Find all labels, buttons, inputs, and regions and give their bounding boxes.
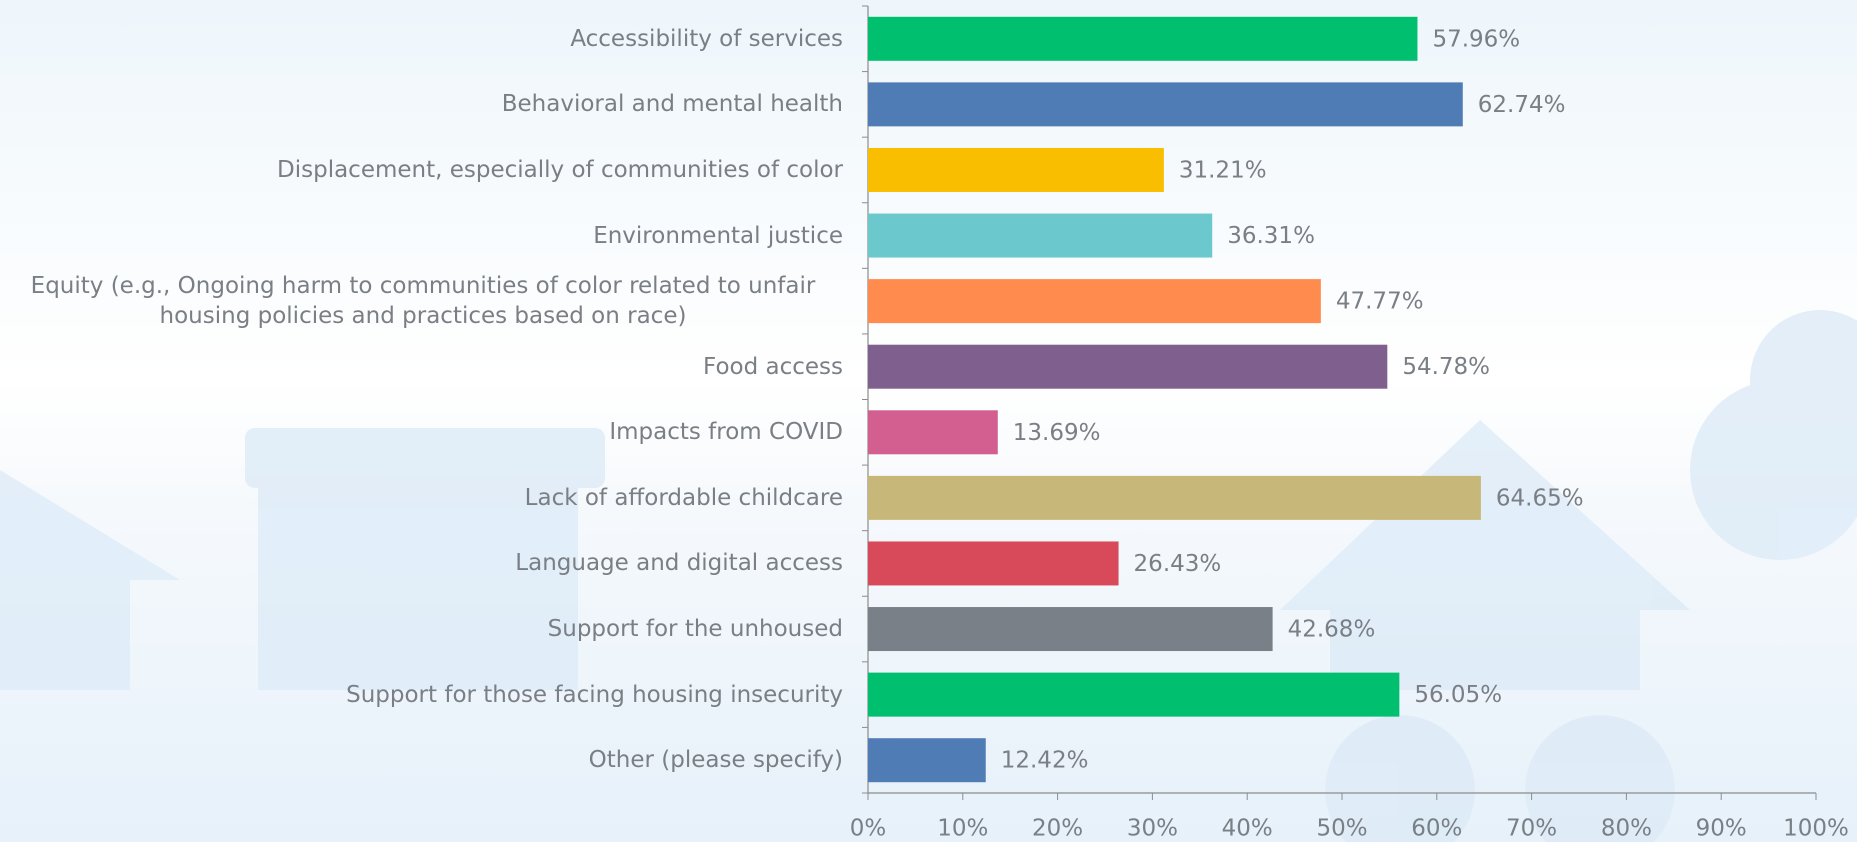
value-label: 42.68% xyxy=(1288,617,1376,643)
x-tick-label: 50% xyxy=(1316,816,1367,842)
bar xyxy=(868,82,1463,126)
category-label: Other (please specify) xyxy=(589,745,843,775)
category-label: Equity (e.g., Ongoing harm to communitie… xyxy=(3,271,843,331)
category-label: Impacts from COVID xyxy=(609,417,843,447)
bar xyxy=(868,476,1481,520)
x-tick-label: 70% xyxy=(1506,816,1557,842)
chart: 0% 10% 20% 30% 40% 50% 60% 70% 80% 90% 100% 57.96% 6… xyxy=(0,0,1857,842)
bar xyxy=(868,214,1212,258)
x-tick-label: 80% xyxy=(1601,816,1652,842)
x-tick-label: 0% xyxy=(850,816,887,842)
category-label: Displacement, especially of communities … xyxy=(277,155,843,185)
category-label: Behavioral and mental health xyxy=(502,89,843,119)
value-label: 56.05% xyxy=(1414,682,1502,708)
value-label: 26.43% xyxy=(1134,551,1222,577)
bar xyxy=(868,17,1417,61)
value-label: 62.74% xyxy=(1478,92,1566,118)
bar xyxy=(868,279,1321,323)
category-label: Support for those facing housing insecur… xyxy=(346,680,843,710)
x-tick-label: 10% xyxy=(937,816,988,842)
bar xyxy=(868,148,1164,192)
value-label: 13.69% xyxy=(1013,420,1101,446)
x-tick-label: 40% xyxy=(1222,816,1273,842)
value-label: 31.21% xyxy=(1179,157,1267,183)
category-label: Environmental justice xyxy=(593,221,843,251)
value-label: 36.31% xyxy=(1227,223,1315,249)
bar xyxy=(868,345,1387,389)
value-label: 64.65% xyxy=(1496,485,1584,511)
category-label: Language and digital access xyxy=(515,548,843,578)
category-label: Lack of affordable childcare xyxy=(525,483,843,513)
x-tick-label: 60% xyxy=(1411,816,1462,842)
x-tick-label: 100% xyxy=(1783,816,1849,842)
x-tick-label: 90% xyxy=(1696,816,1747,842)
bar xyxy=(868,738,986,782)
value-label: 57.96% xyxy=(1432,26,1520,52)
category-label: Food access xyxy=(703,352,843,382)
value-label: 54.78% xyxy=(1402,354,1490,380)
x-tick-label: 20% xyxy=(1032,816,1083,842)
category-label: Accessibility of services xyxy=(570,24,843,54)
bar xyxy=(868,410,998,454)
bar xyxy=(868,541,1119,585)
value-label: 47.77% xyxy=(1336,289,1424,315)
bar xyxy=(868,673,1399,717)
chart-page: 0% 10% 20% 30% 40% 50% 60% 70% 80% 90% 100% 57.96% 6… xyxy=(0,0,1857,842)
category-label: Support for the unhoused xyxy=(548,614,843,644)
value-label: 12.42% xyxy=(1001,748,1089,774)
bar xyxy=(868,607,1273,651)
x-tick-label: 30% xyxy=(1127,816,1178,842)
